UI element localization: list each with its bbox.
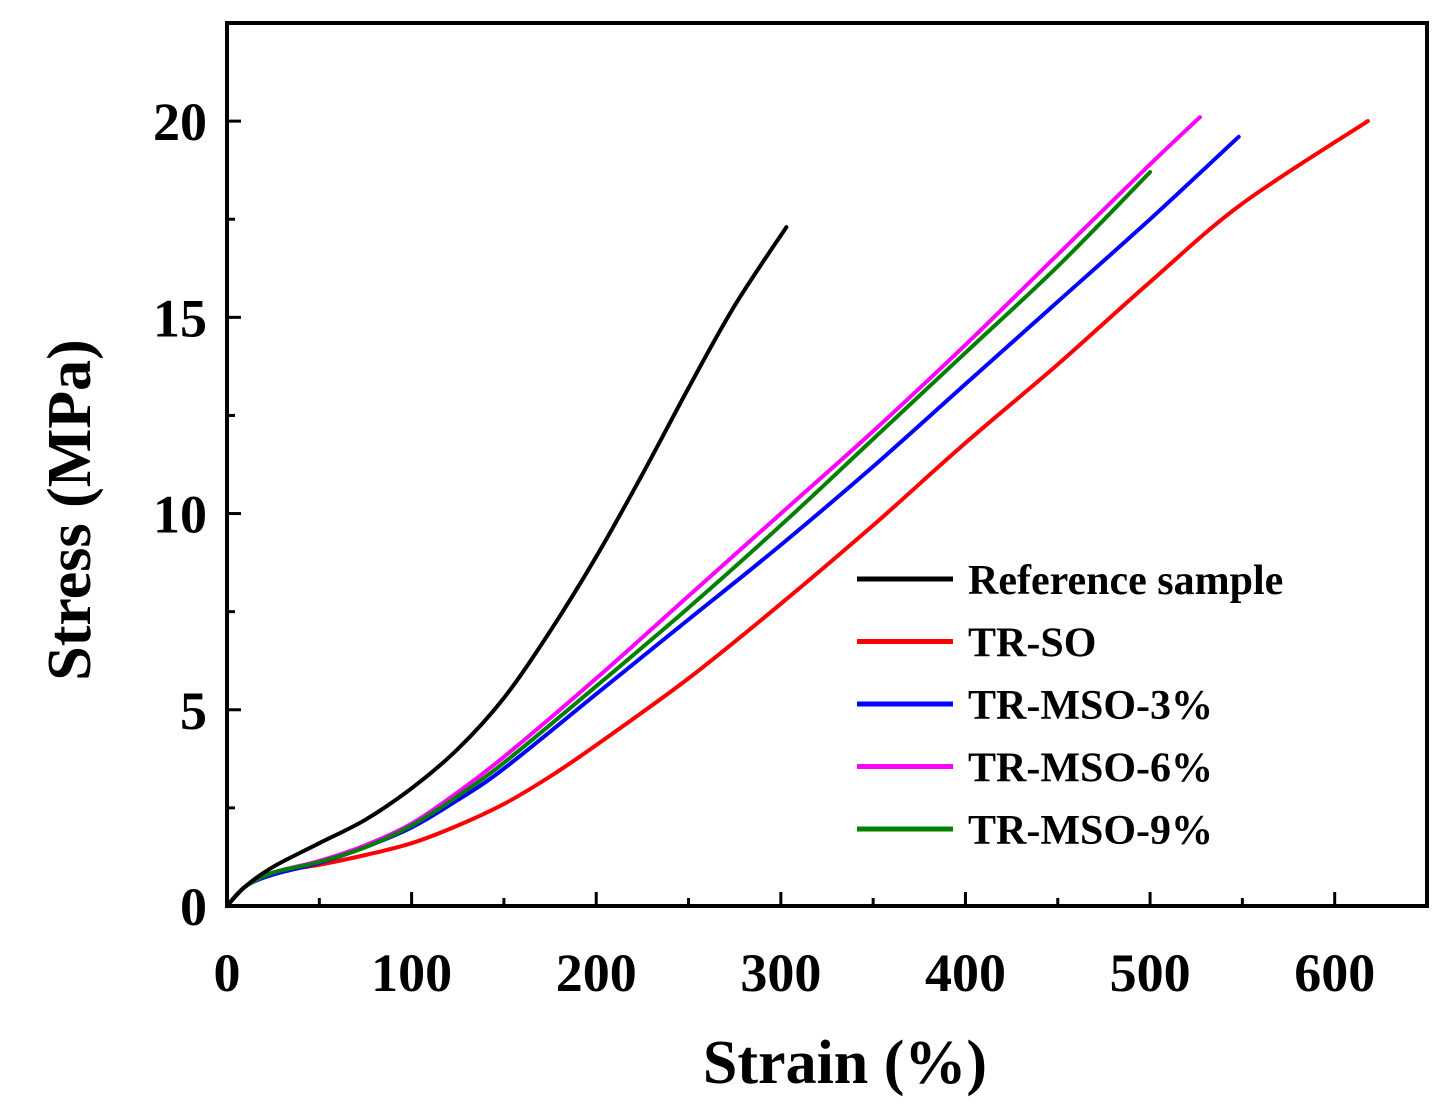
x-tick-label: 100 (371, 943, 452, 1003)
x-tick-label: 400 (925, 943, 1006, 1003)
plot-frame (225, 21, 1429, 908)
x-tick-label: 0 (214, 943, 241, 1003)
tick-labels: 0 100 200 300 400 500 600 0 5 10 15 20 (153, 92, 1375, 1003)
series-line-tr-mso-9 (225, 170, 1153, 908)
y-tick-label: 20 (153, 92, 207, 152)
legend-label-tr-so: TR-SO (968, 621, 1096, 667)
x-tick-label: 500 (1110, 943, 1191, 1003)
legend-label-tr-mso-6: TR-MSO-6% (968, 746, 1213, 792)
y-axis-title: Stress (MPa) (36, 339, 104, 680)
axis-ticks (225, 119, 1337, 908)
legend: Reference sample TR-SO TR-MSO-3% TR-MSO-6% T… (857, 558, 1283, 854)
x-tick-label: 600 (1294, 943, 1375, 1003)
y-tick-label: 15 (153, 288, 207, 348)
series-line-tr-so (225, 119, 1370, 908)
x-tick-label: 200 (556, 943, 637, 1003)
y-tick-label: 10 (153, 485, 207, 545)
series-lines (225, 115, 1370, 908)
legend-label-tr-mso-3: TR-MSO-3% (968, 683, 1213, 729)
y-tick-label: 5 (180, 681, 207, 741)
series-line-reference-sample (225, 225, 789, 908)
y-tick-label: 0 (180, 877, 207, 937)
x-axis-title: Strain (%) (703, 1029, 987, 1097)
x-tick-label: 300 (740, 943, 821, 1003)
legend-label-tr-mso-9: TR-MSO-9% (968, 808, 1213, 854)
legend-label-reference-sample: Reference sample (968, 558, 1283, 604)
